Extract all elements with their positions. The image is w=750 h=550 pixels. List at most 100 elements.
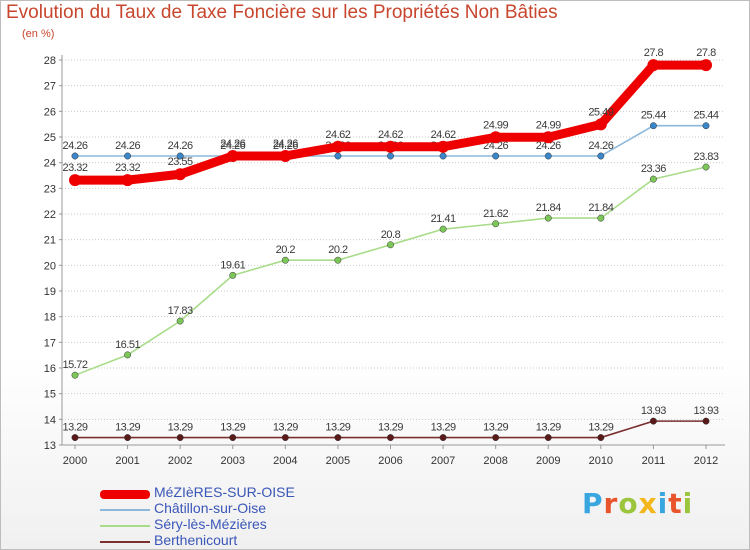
x-tick-label: 2001 [115, 455, 139, 467]
data-label: 25.44 [641, 110, 666, 122]
data-point [544, 152, 552, 160]
data-label: 23.32 [115, 162, 140, 174]
data-label: 27.8 [696, 47, 716, 59]
data-label: 13.29 [115, 422, 140, 434]
y-tick-label: 15 [44, 389, 56, 401]
data-label: 13.29 [220, 422, 245, 434]
y-tick-label: 25 [44, 132, 56, 144]
data-label: 24.26 [588, 140, 613, 152]
data-point [702, 163, 710, 171]
logo-letter: i [682, 487, 694, 520]
data-point [544, 434, 552, 442]
logo-letter: o [618, 487, 639, 520]
x-tick-label: 2006 [378, 455, 402, 467]
legend-swatch [100, 489, 150, 499]
data-label: 24.62 [378, 129, 403, 141]
logo-letter: i [657, 487, 669, 520]
data-label: 24.26 [62, 140, 87, 152]
data-point [702, 417, 710, 425]
data-label: 24.99 [483, 119, 508, 131]
data-point [281, 434, 289, 442]
data-label: 23.36 [641, 163, 666, 175]
data-point [594, 118, 607, 131]
data-point [387, 152, 394, 160]
data-point [597, 434, 605, 442]
y-tick-label: 18 [44, 312, 56, 324]
y-tick-label: 19 [44, 286, 56, 298]
data-point [331, 140, 344, 153]
data-point [542, 131, 555, 144]
data-label: 13.29 [273, 422, 298, 434]
x-tick-label: 2010 [589, 455, 613, 467]
data-label: 13.93 [693, 405, 718, 417]
data-label: 13.93 [641, 405, 666, 417]
data-point [492, 434, 500, 442]
data-label: 17.83 [168, 305, 193, 317]
data-label: 25.49 [588, 106, 613, 118]
data-label: 24.26 [273, 140, 298, 152]
data-point [176, 434, 184, 442]
x-tick-label: 2004 [273, 455, 297, 467]
x-tick-label: 2012 [694, 455, 718, 467]
data-point [597, 152, 605, 160]
data-point [71, 152, 79, 160]
data-label: 16.51 [115, 339, 140, 351]
data-label: 24.26 [536, 140, 561, 152]
data-label: 24.26 [168, 140, 193, 152]
y-tick-label: 20 [44, 260, 56, 272]
data-point [229, 271, 237, 279]
data-label: 21.84 [588, 202, 613, 214]
data-label: 19.61 [220, 259, 245, 271]
legend-label: Châtillon-sur-Oise [154, 500, 267, 516]
data-point [492, 152, 500, 160]
data-label: 27.8 [644, 47, 664, 59]
data-point [384, 140, 397, 153]
data-point [229, 434, 237, 442]
data-label: 20.2 [276, 244, 296, 256]
logo-letter: r [603, 487, 619, 520]
data-point [387, 434, 394, 442]
data-label: 24.26 [483, 140, 508, 152]
data-point [174, 168, 187, 181]
data-point [544, 214, 552, 222]
y-tick-label: 21 [44, 235, 56, 247]
data-label: 24.26 [273, 138, 298, 150]
data-label: 13.29 [483, 422, 508, 434]
legend-swatch [100, 525, 150, 527]
y-tick-label: 27 [44, 81, 56, 93]
data-label: 24.26 [115, 140, 140, 152]
data-label: 21.84 [536, 202, 561, 214]
x-tick-label: 2002 [168, 455, 192, 467]
data-label: 21.41 [431, 213, 456, 225]
proxiti-logo: Proxiti [582, 487, 693, 520]
data-point [69, 174, 81, 187]
data-label: 13.29 [378, 422, 403, 434]
legend-swatch [100, 541, 150, 543]
data-label: 24.99 [536, 119, 561, 131]
data-point [439, 152, 447, 160]
data-label: 15.72 [62, 359, 87, 371]
y-unit-label: (en %) [22, 28, 55, 40]
data-point [334, 256, 342, 264]
data-point [124, 152, 132, 160]
logo-letter: t [668, 487, 683, 520]
x-tick-label: 2009 [536, 455, 560, 467]
data-point [334, 152, 342, 160]
data-point [176, 152, 184, 160]
x-tick-label: 2011 [642, 455, 666, 467]
data-label: 20.2 [328, 244, 348, 256]
data-point [597, 214, 605, 222]
x-tick-label: 2008 [483, 455, 507, 467]
data-label: 13.29 [588, 422, 613, 434]
data-point [226, 149, 239, 162]
data-label: 13.29 [431, 422, 456, 434]
data-point [702, 122, 710, 130]
data-point [71, 371, 79, 379]
data-label: 24.26 [220, 140, 245, 152]
data-point [387, 241, 394, 249]
data-label: 23.83 [693, 151, 718, 163]
data-point [281, 256, 289, 264]
data-label: 13.29 [325, 422, 350, 434]
data-label: 21.62 [483, 208, 508, 220]
y-tick-label: 17 [44, 337, 56, 349]
